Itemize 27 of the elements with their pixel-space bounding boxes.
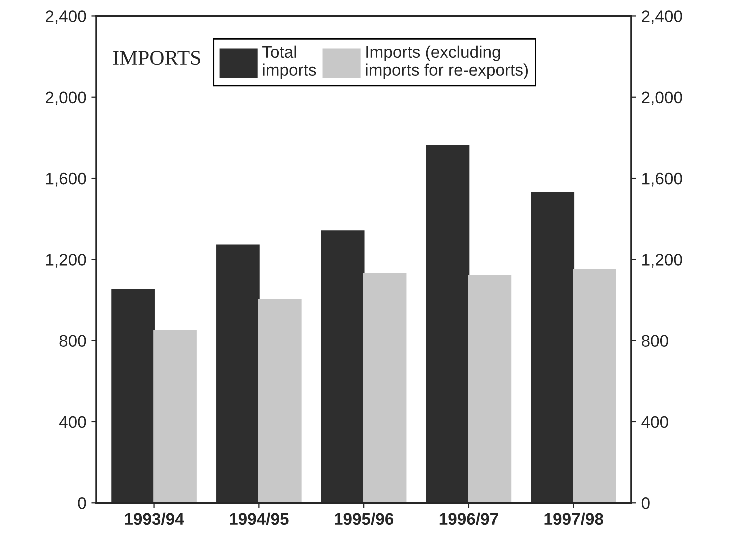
y2-tick-label: 1,600	[642, 172, 682, 187]
x-tick-label: 1994/95	[230, 512, 289, 526]
legend-label: Total imports	[262, 46, 316, 80]
y2-tick-label: 2,000	[642, 92, 682, 106]
text: IMPORTS	[113, 51, 200, 66]
x-tick-label: 1997/98	[544, 512, 604, 526]
bar	[573, 269, 617, 504]
y-tick-label: 2,000	[46, 92, 86, 106]
bar	[363, 273, 407, 504]
y2-tick-label: 2,400	[642, 10, 682, 24]
x-tick-label: 1996/97	[440, 512, 498, 526]
x-tick-label: 1993/94	[125, 512, 184, 526]
y-tick-label: 400	[59, 416, 86, 428]
bar	[258, 300, 302, 504]
y2-tick-label: 1,200	[642, 254, 682, 268]
y2-tick-label: 400	[642, 416, 668, 428]
y-tick-label: 0	[78, 498, 86, 510]
y2-tick-label: 800	[642, 335, 668, 348]
x-tick-label: 1995/96	[335, 512, 394, 526]
legend-label: Imports (excluding imports for re-exports)	[366, 46, 528, 80]
y2-tick-label: 0	[642, 498, 650, 510]
y-tick-label: 1,600	[46, 172, 86, 187]
y-tick-label: 800	[60, 335, 86, 348]
bar	[468, 275, 512, 504]
bar	[154, 330, 197, 504]
y-tick-label: 2,400	[46, 10, 86, 24]
y-tick-label: 1,200	[46, 254, 86, 268]
